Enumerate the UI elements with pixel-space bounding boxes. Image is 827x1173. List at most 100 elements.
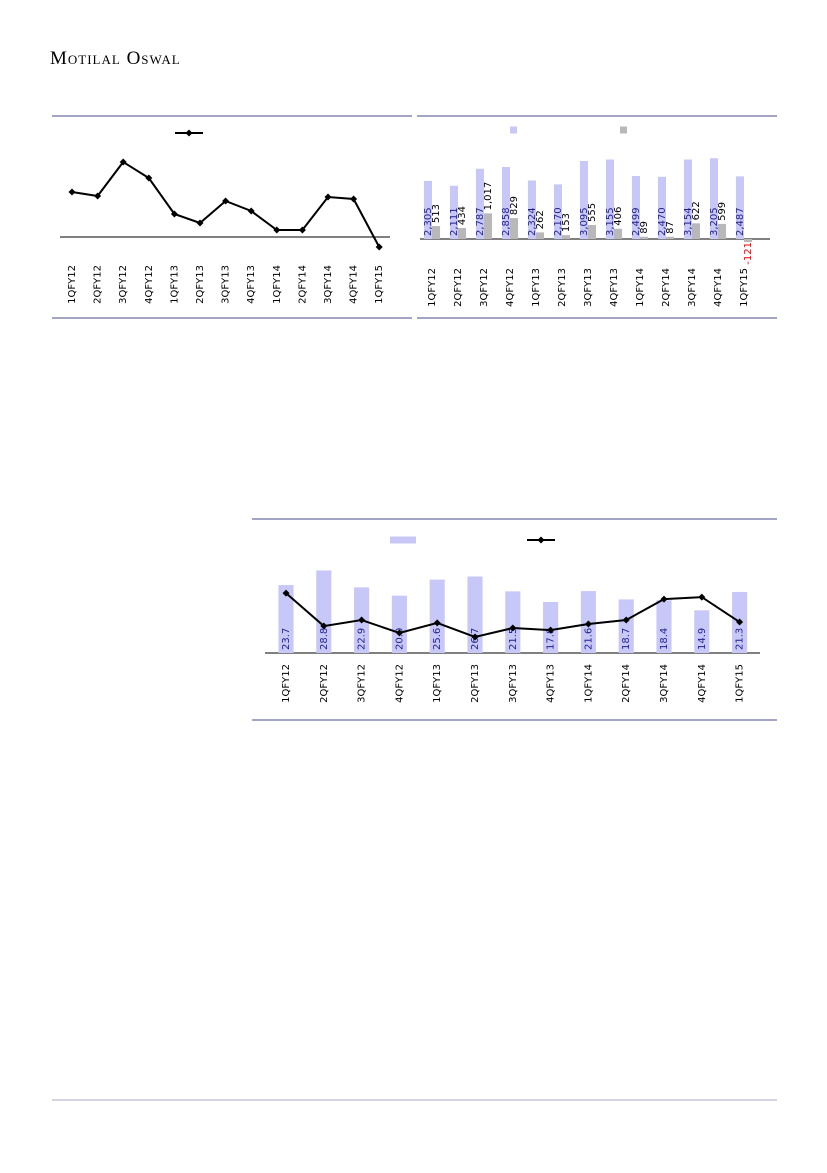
line-marker	[698, 593, 706, 601]
bar	[640, 236, 649, 239]
x-tick-label: 4QFY13	[246, 265, 257, 304]
legend-marker	[185, 129, 193, 137]
x-tick-label: 4QFY14	[697, 664, 708, 703]
value-label: 3,155	[605, 207, 616, 236]
x-tick-label: 2QFY12	[319, 664, 330, 703]
value-label: 513	[431, 204, 442, 223]
value-label: 3,205	[709, 207, 720, 236]
x-tick-label: 1QFY13	[169, 265, 180, 304]
value-label: 28.8	[319, 628, 330, 650]
line-marker	[584, 620, 592, 628]
bar	[391, 595, 407, 653]
x-tick-label: 4QFY12	[144, 265, 155, 304]
value-label: 2,858	[501, 207, 512, 236]
bar	[614, 228, 623, 239]
value-label: 87	[665, 221, 676, 234]
x-tick-label: 1QFY15	[374, 265, 385, 304]
bar	[631, 176, 640, 239]
value-label: 17.8	[546, 628, 557, 650]
x-tick-label: 1QFY13	[531, 268, 542, 307]
x-tick-label: 2QFY14	[661, 268, 672, 307]
value-label: 2,111	[449, 207, 460, 236]
x-tick-label: 3QFY14	[323, 265, 334, 304]
value-label: -121	[743, 242, 754, 265]
x-tick-label: 2QFY13	[470, 664, 481, 703]
bar	[423, 180, 432, 239]
line-marker	[471, 633, 479, 641]
bar	[657, 176, 666, 239]
legend-marker	[537, 536, 545, 544]
bar	[429, 579, 445, 653]
x-tick-label: 1QFY14	[635, 268, 646, 307]
bar	[744, 239, 753, 243]
bar	[449, 185, 458, 239]
value-label: 14.9	[697, 628, 708, 650]
x-tick-label: 1QFY12	[67, 265, 78, 304]
value-label: 622	[691, 201, 702, 220]
line-marker	[375, 243, 383, 251]
bar	[579, 161, 588, 239]
value-label: 2,487	[735, 207, 746, 236]
line-marker	[273, 226, 281, 234]
value-label: 2,324	[527, 207, 538, 236]
value-label: 23.7	[281, 628, 292, 650]
x-tick-label: 1QFY15	[739, 268, 750, 307]
x-tick-label: 4QFY14	[349, 265, 360, 304]
x-tick-label: 1QFY15	[735, 664, 746, 703]
line-marker	[282, 589, 290, 597]
brand: Motilal Oswal	[50, 48, 181, 69]
value-label: 89	[639, 221, 650, 234]
line-marker	[145, 174, 153, 182]
line-marker	[170, 210, 178, 218]
line-marker	[547, 626, 555, 634]
line-marker	[622, 616, 630, 624]
bar	[536, 232, 545, 239]
bar	[432, 226, 441, 239]
legend-swatch	[620, 126, 627, 134]
value-label: 434	[457, 206, 468, 225]
value-label: 21.6	[583, 628, 594, 650]
line-marker	[320, 622, 328, 630]
value-label: 2,470	[657, 207, 668, 236]
line-marker	[395, 629, 403, 637]
bar	[683, 159, 692, 239]
value-label: 555	[587, 203, 598, 222]
line-marker	[358, 616, 366, 624]
x-tick-label: 3QFY14	[659, 664, 670, 703]
x-tick-label: 1QFY13	[432, 664, 443, 703]
value-label: 21.3	[735, 628, 746, 650]
value-label: 829	[509, 196, 520, 215]
bar	[735, 176, 744, 239]
value-label: 25.6	[432, 628, 443, 650]
legend-swatch	[390, 536, 416, 544]
value-label: 20.0	[394, 628, 405, 650]
bar	[709, 158, 718, 239]
bar	[553, 184, 562, 239]
bar	[475, 168, 484, 239]
bar	[484, 213, 493, 239]
value-label: 2,499	[631, 207, 642, 236]
value-label: 22.9	[357, 628, 368, 650]
x-tick-label: 4QFY13	[546, 664, 557, 703]
value-label: 3,154	[683, 207, 694, 236]
x-tick-label: 3QFY12	[118, 265, 129, 304]
bar	[467, 576, 483, 653]
bar	[562, 235, 571, 239]
x-tick-label: 4QFY12	[505, 268, 516, 307]
bar	[718, 223, 727, 239]
value-label: 3,095	[579, 207, 590, 236]
bar	[510, 218, 519, 239]
value-label: 2,170	[553, 207, 564, 236]
x-tick-label: 3QFY14	[687, 268, 698, 307]
bar	[618, 599, 634, 653]
bar	[588, 225, 597, 239]
x-tick-label: 1QFY14	[583, 664, 594, 703]
bar	[527, 180, 536, 239]
x-tick-label: 2QFY14	[621, 664, 632, 703]
x-tick-label: 3QFY12	[357, 664, 368, 703]
value-label: 21.5	[508, 628, 519, 650]
legend-swatch	[510, 126, 517, 134]
value-label: 599	[717, 202, 728, 221]
line-marker	[298, 226, 306, 234]
